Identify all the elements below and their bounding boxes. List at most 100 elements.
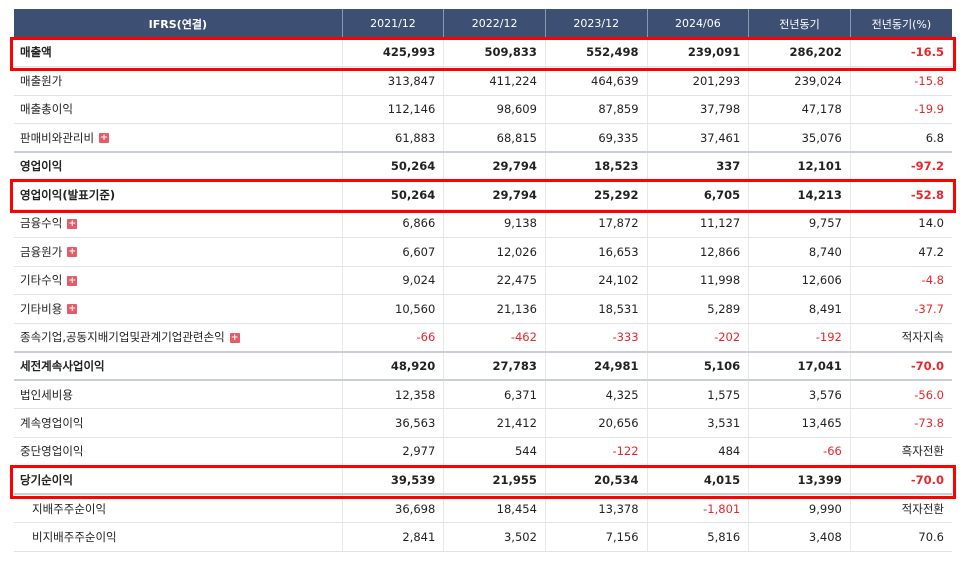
value-cell-2023-12: -333: [545, 323, 648, 353]
value-cell-prev-period: 47,178: [748, 95, 851, 124]
value-cell-2022-12: 3,502: [443, 522, 546, 552]
value-cell-2022-12: 27,783: [443, 351, 546, 381]
income-statement-panel: IFRS(연결) 2021/12 2022/12 2023/12 2024/06…: [10, 9, 956, 552]
value-cell-2022-12: 29,794: [443, 152, 546, 182]
row-label: 지배주주순이익: [32, 501, 107, 516]
row-label-cell: 금융수익 +: [14, 209, 343, 238]
row-label-cell: 영업이익: [14, 152, 343, 182]
row-label-cell: 매출원가: [14, 66, 343, 96]
value-cell-2022-12: 22,475: [443, 266, 546, 295]
plus-icon[interactable]: +: [67, 275, 78, 286]
value-cell-2022-12: 6,371: [443, 380, 546, 409]
value-cell-prev-period: -66: [748, 437, 851, 466]
value-cell-2021-12: 313,847: [342, 66, 445, 96]
value-cell-2023-12: 464,639: [545, 66, 648, 96]
row-label-cell: 당기순이익: [14, 465, 343, 495]
row-label: 매출원가: [20, 73, 63, 88]
value-cell-2021-12: 50,264: [342, 180, 445, 210]
value-cell-2021-12: 12,358: [342, 380, 445, 409]
value-cell-2024-06: 484: [647, 437, 750, 466]
value-cell-2022-12: 21,955: [443, 465, 546, 495]
plus-icon[interactable]: +: [229, 332, 240, 343]
value-cell-2023-12: 69,335: [545, 123, 648, 153]
header-2021-12: 2021/12: [342, 9, 445, 38]
value-cell-2021-12: 2,977: [342, 437, 445, 466]
value-cell-prev-period-pct: 70.6: [850, 522, 952, 552]
value-cell-2024-06: 5,289: [647, 294, 750, 324]
value-cell-2021-12: 39,539: [342, 465, 445, 495]
plus-icon[interactable]: +: [67, 218, 78, 229]
value-cell-2021-12: -66: [342, 323, 445, 353]
value-cell-2023-12: 24,981: [545, 351, 648, 381]
value-cell-2024-06: -1,801: [647, 494, 750, 523]
value-cell-2022-12: 544: [443, 437, 546, 466]
value-cell-2023-12: 13,378: [545, 494, 648, 523]
plus-icon[interactable]: +: [67, 247, 78, 258]
table-row: 영업이익 50,264 29,794 18,523 337 12,101 -97.2: [14, 152, 952, 182]
value-cell-prev-period-pct: -4.8: [850, 266, 952, 295]
row-label-cell: 매출액: [14, 38, 343, 67]
value-cell-2023-12: 4,325: [545, 380, 648, 409]
row-label: 영업이익(발표기준): [20, 188, 116, 202]
table-row: 중단영업이익 2,977 544 -122 484 -66 흑자전환: [14, 437, 952, 466]
table-row: 비지배주주순이익 2,841 3,502 7,156 5,816 3,408 70.6: [14, 522, 952, 552]
value-cell-prev-period: 13,465: [748, 408, 851, 438]
value-cell-2023-12: 18,523: [545, 152, 648, 182]
plus-icon[interactable]: +: [67, 304, 78, 315]
value-cell-2024-06: -202: [647, 323, 750, 353]
value-cell-prev-period-pct: -73.8: [850, 408, 952, 438]
plus-icon[interactable]: +: [99, 133, 110, 143]
value-cell-prev-period-pct: 적자전환: [850, 494, 952, 523]
value-cell-2022-12: 12,026: [443, 237, 546, 267]
value-cell-2024-06: 3,531: [647, 408, 750, 438]
value-cell-2024-06: 12,866: [647, 237, 750, 267]
value-cell-prev-period-pct: -37.7: [850, 294, 952, 324]
value-cell-2021-12: 48,920: [342, 351, 445, 381]
value-cell-prev-period-pct: 적자지속: [850, 323, 952, 353]
row-label: 기타수익: [20, 273, 63, 288]
table-row: 판매비와관리비 +61,883 68,815 69,335 37,461 35,076 6.…: [14, 123, 952, 153]
value-cell-prev-period: 8,740: [748, 237, 851, 267]
value-cell-prev-period-pct: -52.8: [850, 180, 952, 210]
value-cell-2024-06: 1,575: [647, 380, 750, 409]
row-label: 당기순이익: [20, 472, 73, 487]
table-row: 세전계속사업이익 48,920 27,783 24,981 5,106 17,041 -70…: [14, 351, 952, 381]
value-cell-2024-06: 11,998: [647, 266, 750, 295]
value-cell-2022-12: 68,815: [443, 123, 546, 153]
value-cell-2022-12: 18,454: [443, 494, 546, 523]
value-cell-2021-12: 36,563: [342, 408, 445, 438]
value-cell-prev-period-pct: -16.5: [850, 38, 952, 67]
row-label: 금융원가: [20, 244, 63, 259]
value-cell-prev-period: 286,202: [748, 38, 851, 67]
value-cell-2023-12: -122: [545, 437, 648, 466]
row-label-cell: 비지배주주순이익: [14, 522, 343, 552]
row-label: 세전계속사업이익: [20, 358, 105, 373]
value-cell-prev-period: 14,213: [748, 180, 851, 210]
value-cell-prev-period-pct: 47.2: [850, 237, 952, 267]
value-cell-2023-12: 16,653: [545, 237, 648, 267]
row-label: 금융수익: [20, 216, 63, 231]
value-cell-2024-06: 4,015: [647, 465, 750, 495]
value-cell-prev-period-pct: -56.0: [850, 380, 952, 409]
value-cell-prev-period-pct: -15.8: [850, 66, 952, 96]
row-label-cell: 계속영업이익: [14, 408, 343, 438]
value-cell-2023-12: 17,872: [545, 209, 648, 238]
row-label-cell: 종속기업,공동지배기업및관계기업관련손익 +: [14, 323, 343, 353]
value-cell-prev-period-pct: -19.9: [850, 95, 952, 124]
row-label-cell: 판매비와관리비 +: [14, 123, 343, 153]
value-cell-prev-period: 13,399: [748, 465, 851, 495]
value-cell-2021-12: 10,560: [342, 294, 445, 324]
table-row: 금융수익 +6,866 9,138 17,872 11,127 9,757 14.0: [14, 209, 952, 238]
table-row: 계속영업이익 36,563 21,412 20,656 3,531 13,465 -73.8: [14, 408, 952, 438]
value-cell-2021-12: 9,024: [342, 266, 445, 295]
value-cell-2024-06: 239,091: [647, 38, 750, 67]
value-cell-2024-06: 11,127: [647, 209, 750, 238]
table-row: 매출총이익 112,146 98,609 87,859 37,798 47,178 -19.…: [14, 95, 952, 124]
value-cell-2023-12: 20,534: [545, 465, 648, 495]
row-label-cell: 기타수익 +: [14, 266, 343, 295]
value-cell-2024-06: 5,106: [647, 351, 750, 381]
row-label-cell: 세전계속사업이익: [14, 351, 343, 381]
value-cell-2022-12: 411,224: [443, 66, 546, 96]
value-cell-2024-06: 37,798: [647, 95, 750, 124]
header-2024-06: 2024/06: [647, 9, 750, 38]
